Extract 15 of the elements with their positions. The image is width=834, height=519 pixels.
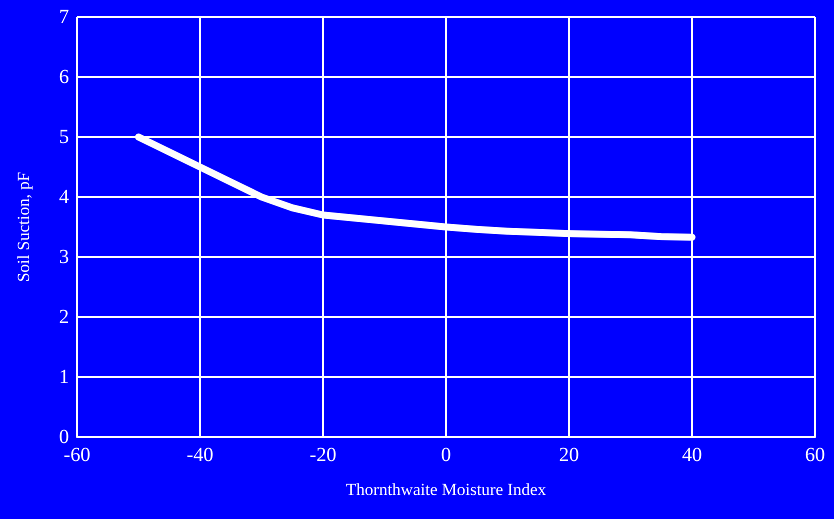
x-tick-label: -20 <box>310 444 336 466</box>
y-tick-label: 1 <box>59 366 69 388</box>
y-tick-label: 6 <box>59 66 69 88</box>
x-tick-label: 60 <box>805 444 825 466</box>
y-tick-label: 7 <box>59 6 69 28</box>
x-tick-label: -40 <box>186 444 214 466</box>
y-tick-label: 3 <box>59 246 69 268</box>
y-axis-title: Soil Suction, pF <box>14 172 33 282</box>
y-tick-label: 5 <box>59 126 69 148</box>
y-tick-label: 4 <box>59 186 69 208</box>
x-tick-label: 20 <box>559 444 579 466</box>
x-tick-label: 0 <box>441 444 451 466</box>
x-tick-label: 40 <box>682 444 702 466</box>
x-axis-title: Thornthwaite Moisture Index <box>346 480 547 499</box>
y-tick-label: 2 <box>59 306 69 328</box>
